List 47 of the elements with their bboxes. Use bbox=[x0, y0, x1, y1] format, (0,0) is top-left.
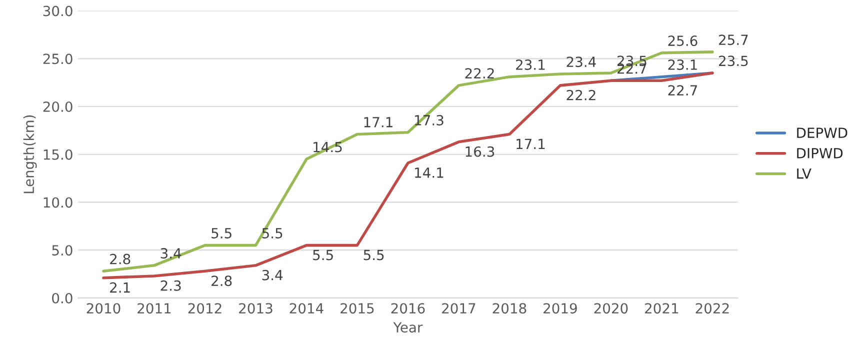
legend-label: LV bbox=[797, 168, 812, 179]
x-tick-label: 2021 bbox=[645, 303, 678, 314]
data-label: 23.1 bbox=[516, 59, 545, 70]
x-tick-label: 2012 bbox=[188, 303, 222, 314]
y-axis-title: Length(km) bbox=[23, 115, 37, 194]
data-label: 2.3 bbox=[160, 280, 181, 291]
x-tick-label: 2017 bbox=[442, 303, 476, 314]
y-tick-label: 25.0 bbox=[43, 54, 72, 64]
y-tick-label: 5.0 bbox=[52, 245, 72, 256]
legend-label: DEPWD bbox=[797, 128, 848, 138]
data-label: 2.1 bbox=[110, 282, 130, 293]
x-tick-label: 2013 bbox=[239, 303, 272, 314]
x-tick-label: 2019 bbox=[544, 303, 577, 314]
data-label: 3.4 bbox=[160, 248, 182, 259]
data-label: 23.1 bbox=[668, 59, 697, 70]
data-label: 16.3 bbox=[466, 146, 494, 157]
data-label: 14.1 bbox=[415, 168, 444, 178]
y-tick-label: 0.0 bbox=[52, 292, 72, 304]
x-tick-label: 2016 bbox=[391, 303, 425, 314]
x-axis-title: Year bbox=[393, 322, 423, 333]
data-label: 17.1 bbox=[364, 117, 392, 128]
data-label: 17.1 bbox=[516, 138, 545, 149]
x-tick-label: 2018 bbox=[492, 303, 526, 314]
x-tick-label: 2010 bbox=[86, 303, 120, 314]
y-tick-label: 20.0 bbox=[43, 101, 72, 112]
data-label: 25.6 bbox=[668, 36, 698, 46]
y-tick-label: 15.0 bbox=[44, 149, 72, 160]
data-label: 5.5 bbox=[364, 250, 384, 260]
data-label: 23.4 bbox=[566, 56, 596, 68]
legend-label: DIPWD bbox=[797, 148, 843, 158]
data-label: 3.4 bbox=[262, 270, 283, 280]
data-label: 22.7 bbox=[668, 85, 697, 96]
data-label: 25.7 bbox=[719, 34, 748, 46]
x-tick-label: 2020 bbox=[594, 303, 628, 314]
data-label: 2.8 bbox=[110, 254, 130, 264]
data-label: 23.5 bbox=[719, 56, 748, 66]
data-label: 22.2 bbox=[465, 68, 494, 78]
data-label: 5.5 bbox=[313, 250, 333, 260]
data-label: 5.5 bbox=[212, 228, 232, 238]
x-tick-label: 2011 bbox=[138, 303, 171, 314]
y-tick-label: 30.0 bbox=[43, 6, 72, 16]
y-tick-label: 10.0 bbox=[44, 197, 72, 208]
x-tick-label: 2014 bbox=[290, 303, 324, 314]
x-tick-label: 2015 bbox=[340, 303, 374, 314]
data-label: 22.2 bbox=[566, 90, 596, 100]
x-tick-label: 2022 bbox=[696, 303, 729, 314]
data-label: 2.8 bbox=[212, 276, 232, 286]
